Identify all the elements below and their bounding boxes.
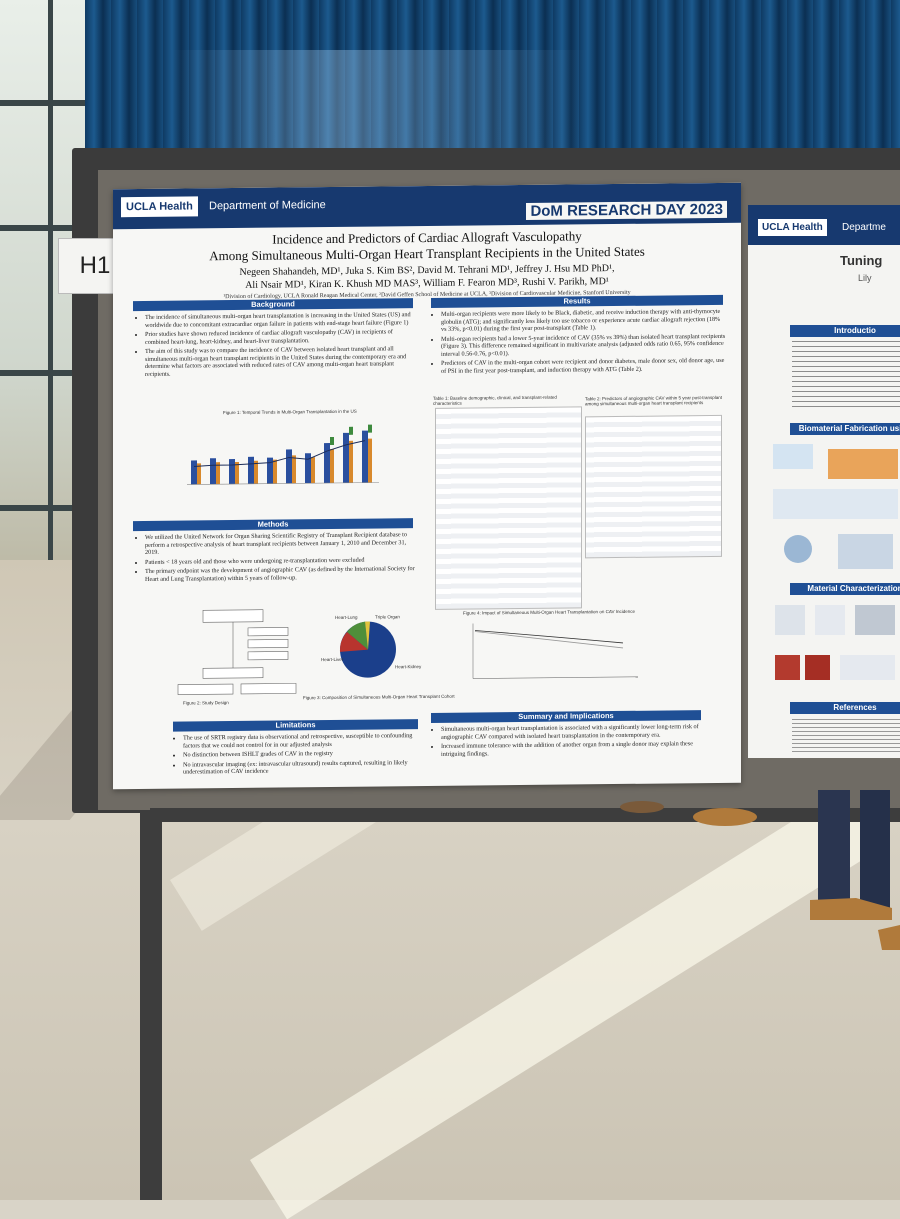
adjacent-section-heading: Biomaterial Fabrication using [790, 423, 900, 435]
pie-label-heart-liver: Heart-Liver [321, 656, 344, 663]
methods-bullet: Patients < 18 years old and those who we… [145, 556, 417, 566]
pie-caption: Figure 3: Composition of Simultaneous Mu… [303, 693, 455, 701]
summary-heading: Summary and Implications [431, 710, 701, 723]
research-day-label: DoM RESEARCH DAY 2023 [526, 200, 727, 220]
adjacent-section-heading: References [790, 702, 900, 714]
shoe-under-board [620, 801, 757, 826]
table2-caption: Table 2: Predictors of angiographic CAV … [585, 394, 722, 407]
summary-bullet: Increased immune tolerance with the addi… [441, 740, 706, 758]
table2 [585, 414, 722, 559]
figure1-caption: Figure 1: Temporal Trends in Multi-Organ… [223, 408, 357, 416]
adjacent-section-heading: Introductio [790, 325, 900, 337]
pie-label-triple: Triple Organ [375, 614, 400, 620]
table1 [435, 406, 582, 610]
window-frame [0, 100, 110, 106]
results-text: Multi-organ recipients were more likely … [431, 308, 726, 377]
study-design-flowchart [177, 609, 297, 695]
pie-label-heart-lung: Heart-Lung [335, 614, 358, 620]
adjacent-section-heading: Material Characterization [790, 583, 900, 595]
limitations-text: The use of SRTR registry data is observa… [173, 732, 423, 778]
person-legs [810, 790, 900, 950]
results-bullet: Predictors of CAV in the multi-organ coh… [441, 357, 726, 375]
background-bullet: Prior studies have shown reduced inciden… [145, 328, 417, 346]
board-leg [140, 810, 162, 1200]
cav-incidence-curve [472, 623, 638, 679]
limitations-bullet: No distinction between ISHLT grades of C… [183, 749, 423, 759]
adjacent-poster: UCLA Health Departme Tuning Lily Introdu… [748, 205, 900, 758]
results-heading: Results [431, 294, 723, 308]
adjacent-section-body [792, 341, 900, 411]
pie-slice-triple-organ [365, 621, 370, 650]
research-poster: UCLA Health Department of Medicine DoM R… [113, 182, 741, 790]
summary-bullet: Simultaneous multi-organ heart transplan… [441, 723, 706, 741]
methods-bullet: We utilized the United Network for Organ… [145, 531, 417, 556]
background-bullet: The incidence of simultaneous multi-orga… [145, 311, 417, 329]
background-text: The incidence of simultaneous multi-orga… [135, 311, 417, 380]
adjacent-poster-header: UCLA Health Departme [748, 205, 900, 245]
cohort-pie-chart [339, 621, 396, 678]
ucla-health-logo: UCLA Health [121, 196, 198, 218]
window-frame [0, 225, 110, 231]
poster-header: UCLA Health Department of Medicine DoM R… [113, 182, 741, 230]
department-name: Department of Medicine [209, 199, 326, 213]
methods-heading: Methods [133, 518, 413, 532]
table1-caption: Table 1: Baseline demographic, clinical,… [433, 394, 557, 406]
methods-bullet: The primary endpoint was the development… [145, 565, 417, 583]
ucla-health-logo: UCLA Health [758, 219, 827, 236]
board-crossbar [150, 808, 900, 822]
summary-text: Simultaneous multi-organ heart transplan… [431, 723, 706, 760]
blue-curtain [85, 0, 900, 170]
pie-label-heart-kidney: Heart-Kidney [395, 664, 422, 670]
results-bullet: Multi-organ recipients had a lower 5-yea… [441, 332, 726, 357]
background-bullet: The aim of this study was to compare the… [145, 345, 417, 378]
window-frame [48, 0, 53, 560]
pie-slice-heart-liver [339, 631, 368, 652]
methods-text: We utilized the United Network for Organ… [135, 531, 417, 585]
pie-slice-heart-lung [347, 621, 368, 650]
window-frame [0, 505, 110, 511]
department-name: Departme [842, 222, 886, 233]
limitations-bullet: The use of SRTR registry data is observa… [183, 732, 423, 750]
figure2-caption: Figure 2: Study Design [183, 700, 229, 706]
adjacent-poster-title: Tuning [840, 253, 883, 268]
results-bullet: Multi-organ recipients were more likely … [441, 308, 726, 333]
figure4-caption: Figure 4: Impact of Simultaneous Multi-O… [463, 608, 636, 616]
limitations-bullet: No intravascular imaging (ex: intravascu… [183, 759, 423, 777]
background-heading: Background [133, 298, 413, 312]
limitations-heading: Limitations [173, 719, 418, 732]
characterization-figure [775, 605, 895, 680]
adjacent-poster-author: Lily [858, 273, 872, 283]
adjacent-references [792, 719, 900, 754]
figure1-bar-chart [187, 424, 379, 485]
window-frame [0, 370, 110, 376]
fabrication-figure [773, 444, 898, 569]
curtain-highlight [170, 50, 590, 160]
